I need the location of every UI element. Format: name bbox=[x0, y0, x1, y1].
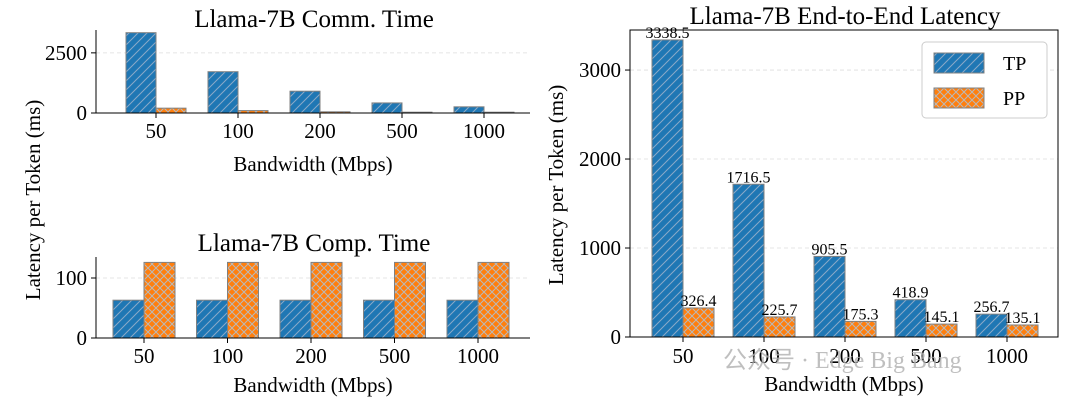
bar-hatch-pp-100 bbox=[763, 316, 796, 338]
bar-hatch-tp-200 bbox=[279, 299, 312, 339]
x-tick-label: 50 bbox=[673, 344, 694, 368]
data-label-pp-200: 175.3 bbox=[843, 306, 879, 323]
x-tick-label: 1000 bbox=[457, 344, 499, 368]
x-tick-label: 1000 bbox=[463, 119, 505, 143]
e2e-latency-chart: Latency per Token (ms) Llama-7B End-to-E… bbox=[544, 3, 1059, 396]
x-tick-label: 1000 bbox=[986, 344, 1028, 368]
bar-hatch-pp-200 bbox=[310, 261, 343, 339]
comm-time-ticks: 0 2500 50 100 200 500 1000 bbox=[45, 41, 505, 143]
bar-hatch-pp-50 bbox=[155, 107, 187, 114]
e2e-latency-legend: TP PP bbox=[921, 41, 1048, 119]
comp-time-title: Llama-7B Comp. Time bbox=[198, 230, 431, 257]
e2e-latency-title: Llama-7B End-to-End Latency bbox=[690, 3, 1001, 30]
y-tick-label: 1000 bbox=[579, 236, 621, 260]
bar-hatch-tp-500 bbox=[363, 299, 395, 339]
x-tick-label: 500 bbox=[910, 344, 942, 368]
comm-time-bars bbox=[125, 32, 515, 114]
e2e-latency-ticks: 0 1000 2000 3000 50 100 200 500 1000 bbox=[579, 58, 1028, 368]
y-tick-label: 100 bbox=[56, 266, 88, 290]
data-label-tp-1000: 256.7 bbox=[974, 299, 1010, 316]
bar-hatch-tp-500 bbox=[894, 299, 927, 338]
bar-hatch-tp-500 bbox=[371, 102, 403, 114]
data-label-tp-200: 905.5 bbox=[812, 241, 848, 258]
x-tick-label: 200 bbox=[295, 344, 327, 368]
bar-hatch-tp-100 bbox=[196, 299, 228, 339]
bar-hatch-pp-50 bbox=[682, 307, 715, 338]
bar-hatch-tp-200 bbox=[813, 255, 846, 338]
x-tick-label: 500 bbox=[386, 119, 418, 143]
bar-hatch-tp-50 bbox=[651, 39, 684, 338]
comm-time-title: Llama-7B Comm. Time bbox=[194, 6, 434, 33]
x-tick-label: 500 bbox=[379, 344, 411, 368]
bar-hatch-pp-50 bbox=[143, 261, 176, 339]
comp-time-ticks: 0 100 50 100 200 500 1000 bbox=[56, 266, 500, 368]
bar-hatch-tp-50 bbox=[125, 32, 157, 114]
e2e-latency-grid bbox=[630, 69, 1058, 249]
bar-hatch-tp-1000 bbox=[446, 299, 479, 339]
bar-hatch-tp-100 bbox=[207, 71, 239, 114]
x-tick-label: 50 bbox=[146, 119, 167, 143]
bar-hatch-pp-100 bbox=[227, 261, 259, 339]
comm-time-x-axis-label: Bandwidth (Mbps) bbox=[233, 152, 392, 176]
y-tick-label: 0 bbox=[77, 101, 88, 125]
x-tick-label: 100 bbox=[222, 119, 254, 143]
data-label-pp-100: 225.7 bbox=[762, 302, 798, 319]
legend-swatch-pp-hatch bbox=[933, 87, 985, 109]
bar-hatch-tp-50 bbox=[112, 299, 145, 339]
data-label-tp-50: 3338.5 bbox=[646, 25, 690, 42]
bar-hatch-pp-1000 bbox=[477, 261, 510, 339]
e2e-latency-x-axis-label: Bandwidth (Mbps) bbox=[764, 372, 923, 396]
data-label-pp-500: 145.1 bbox=[924, 309, 960, 326]
e2e-latency-bars: 3338.5 326.4 1716.5 225.7 905.5 175.3 418.9 145… bbox=[646, 25, 1041, 338]
comp-time-bars bbox=[112, 261, 510, 339]
y-tick-label: 3000 bbox=[579, 58, 621, 82]
bar-hatch-tp-1000 bbox=[975, 313, 1008, 338]
y-tick-label: 0 bbox=[611, 325, 622, 349]
legend-swatch-tp-hatch bbox=[933, 52, 985, 74]
shared-y-axis-label: Latency per Token (ms) bbox=[21, 100, 45, 300]
comm-time-chart: Llama-7B Comm. Time 0 2500 50 100 200 500 1000… bbox=[45, 6, 530, 176]
e2e-latency-y-axis-label: Latency per Token (ms) bbox=[544, 85, 568, 285]
bar-hatch-tp-100 bbox=[732, 183, 765, 338]
bar-hatch-tp-1000 bbox=[453, 106, 485, 114]
e2e-latency-axes-frame bbox=[629, 29, 1059, 338]
comp-time-x-axis-label: Bandwidth (Mbps) bbox=[233, 373, 392, 397]
x-tick-label: 200 bbox=[304, 119, 336, 143]
bar-hatch-pp-200 bbox=[844, 320, 877, 338]
bar-hatch-tp-200 bbox=[289, 90, 321, 114]
x-tick-label: 200 bbox=[829, 344, 861, 368]
y-tick-label: 0 bbox=[77, 326, 88, 350]
legend-label-pp: PP bbox=[1003, 88, 1025, 110]
x-tick-label: 100 bbox=[212, 344, 244, 368]
y-tick-label: 2500 bbox=[45, 41, 87, 65]
x-tick-label: 100 bbox=[748, 344, 780, 368]
data-label-tp-100: 1716.5 bbox=[727, 169, 771, 186]
data-label-tp-500: 418.9 bbox=[893, 285, 929, 302]
data-label-pp-50: 326.4 bbox=[681, 293, 717, 310]
data-label-pp-1000: 135.1 bbox=[1005, 310, 1041, 327]
watermark-text: 公众号 · Edge Big Bang bbox=[723, 347, 962, 374]
y-tick-label: 2000 bbox=[579, 147, 621, 171]
bar-hatch-pp-500 bbox=[394, 261, 426, 339]
legend-label-tp: TP bbox=[1003, 53, 1026, 75]
x-tick-label: 50 bbox=[134, 344, 155, 368]
